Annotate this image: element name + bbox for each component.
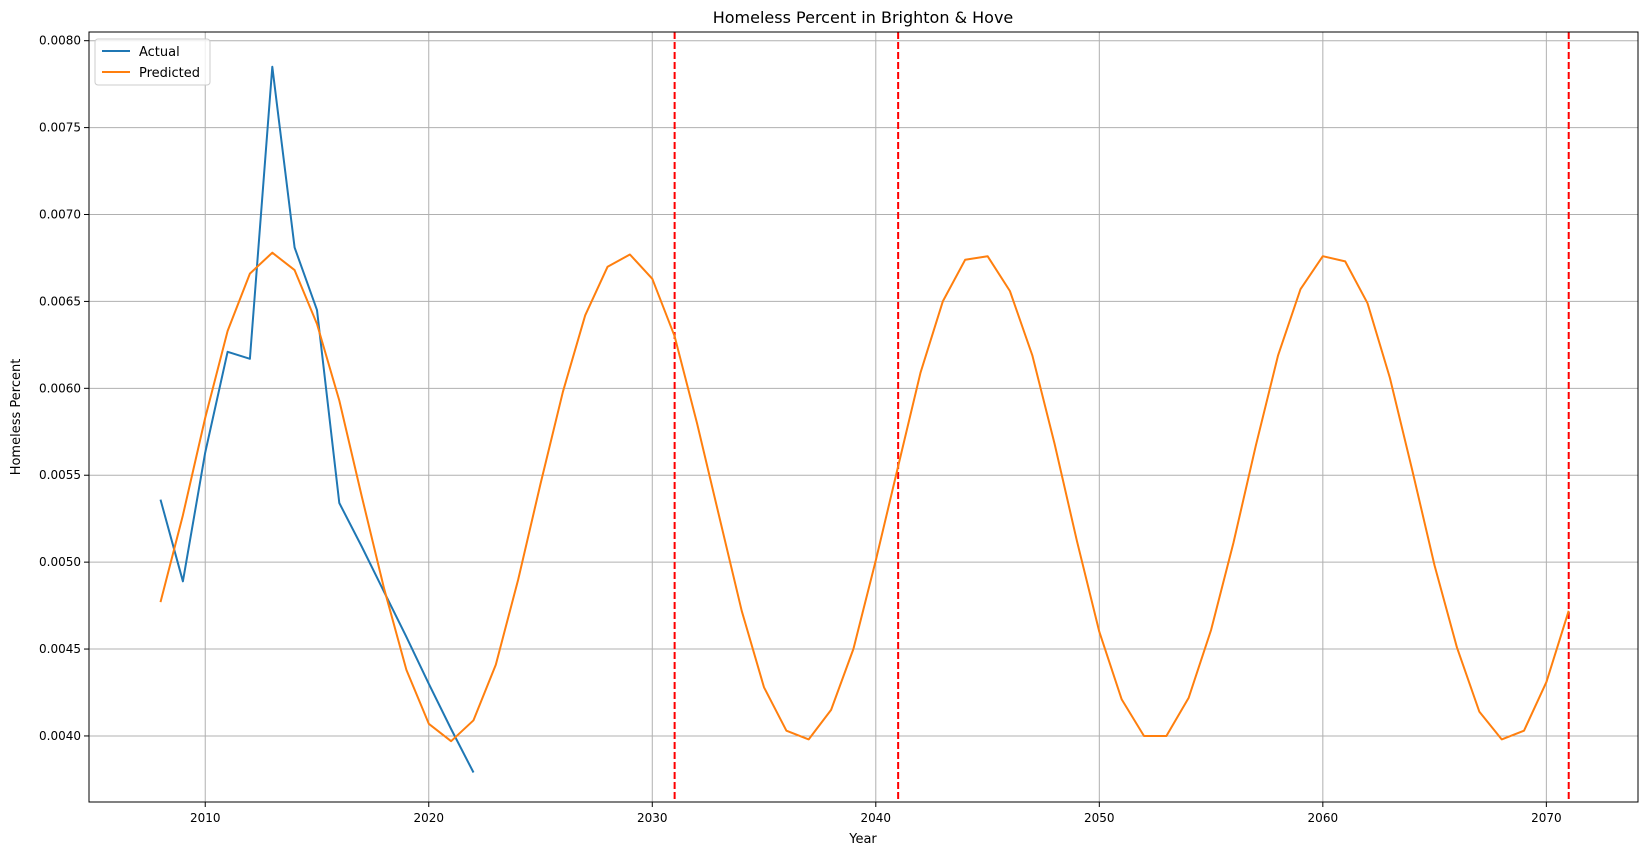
series-line-actual — [159, 65, 475, 773]
x-tick-label: 2010 — [190, 811, 221, 825]
legend-label-actual: Actual — [139, 45, 180, 60]
x-axis-ticks: 2010 2020 2030 2040 2050 2060 2070 — [190, 802, 1562, 825]
x-tick-label: 2030 — [637, 811, 668, 825]
reference-lines — [673, 32, 1570, 802]
y-tick-label: 0.0075 — [39, 121, 81, 135]
y-tick-label: 0.0070 — [39, 208, 81, 222]
y-axis-ticks: 0.0040 0.0045 0.0050 0.0055 0.0060 0.0065 0.00… — [39, 34, 89, 743]
x-tick-label: 2070 — [1531, 811, 1562, 825]
y-tick-label: 0.0060 — [39, 381, 81, 395]
y-tick-label: 0.0045 — [39, 642, 81, 656]
y-tick-label: 0.0040 — [39, 729, 81, 743]
x-tick-label: 2040 — [861, 811, 892, 825]
y-tick-label: 0.0055 — [39, 468, 81, 482]
grid-lines — [89, 32, 1638, 802]
x-axis-label: Year — [848, 832, 877, 847]
y-tick-label: 0.0080 — [39, 34, 81, 48]
x-tick-label: 2020 — [413, 811, 444, 825]
series-line-predicted — [159, 251, 1570, 743]
legend-label-predicted: Predicted — [139, 66, 200, 81]
chart-title: Homeless Percent in Brighton & Hove — [713, 8, 1014, 27]
y-tick-label: 0.0065 — [39, 294, 81, 308]
series-lines — [159, 65, 1570, 773]
y-axis-label: Homeless Percent — [9, 359, 24, 476]
legend: Actual Predicted — [94, 38, 211, 86]
y-tick-label: 0.0050 — [39, 555, 81, 569]
x-tick-label: 2060 — [1308, 811, 1339, 825]
x-tick-label: 2050 — [1084, 811, 1115, 825]
plot-area-frame — [88, 31, 1639, 803]
